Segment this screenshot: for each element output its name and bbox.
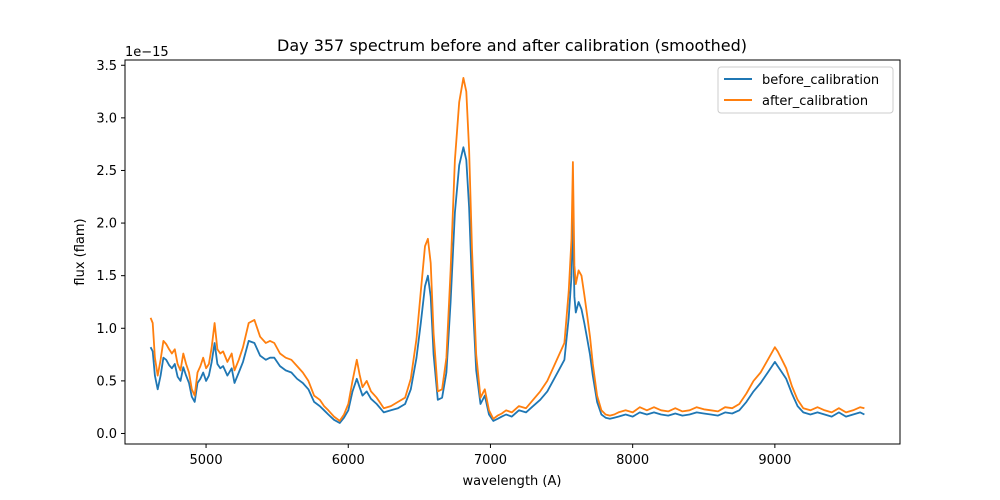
- y-tick-label: 0.5: [96, 374, 117, 389]
- series-line-before-calibration: [149, 146, 865, 424]
- plot-area-frame: [124, 59, 901, 445]
- x-tick-label: 8000: [616, 453, 649, 468]
- legend: before_calibration after_calibration: [717, 66, 894, 114]
- y-tick-label: 1.0: [96, 322, 117, 337]
- series-line-after-calibration: [149, 77, 865, 422]
- legend-box: [717, 66, 894, 114]
- x-axis-label: wavelength (A): [463, 474, 562, 489]
- x-tick-label: 9000: [758, 453, 791, 468]
- series-layer: [149, 77, 865, 424]
- x-axis: 5000 6000 7000 8000 9000: [190, 444, 791, 468]
- legend-label-after-calibration: after_calibration: [762, 94, 868, 109]
- legend-label-before-calibration: before_calibration: [762, 73, 879, 88]
- y-tick-label: 3.0: [96, 111, 117, 126]
- chart-title: Day 357 spectrum before and after calibr…: [277, 36, 747, 55]
- x-tick-label: 7000: [474, 453, 507, 468]
- y-axis-offset-label: 1e−15: [125, 45, 169, 60]
- y-tick-label: 2.5: [96, 164, 117, 179]
- y-axis: 0.0 0.5 1.0 1.5 2.0 2.5 3.0 3.5: [96, 59, 125, 442]
- y-tick-label: 0.0: [96, 427, 117, 442]
- y-tick-label: 1.5: [96, 269, 117, 284]
- x-tick-label: 5000: [190, 453, 223, 468]
- y-tick-label: 3.5: [96, 59, 117, 74]
- y-tick-label: 2.0: [96, 217, 117, 232]
- y-axis-label: flux (flam): [73, 218, 88, 285]
- x-tick-label: 6000: [332, 453, 365, 468]
